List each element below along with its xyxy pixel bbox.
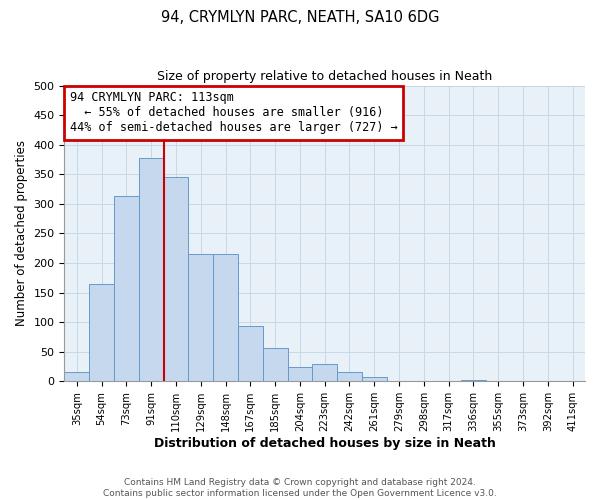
X-axis label: Distribution of detached houses by size in Neath: Distribution of detached houses by size … bbox=[154, 437, 496, 450]
Bar bbox=[89, 284, 114, 382]
Bar bbox=[362, 376, 386, 382]
Bar bbox=[114, 196, 139, 382]
Bar bbox=[263, 348, 287, 382]
Bar bbox=[213, 254, 238, 382]
Bar bbox=[461, 380, 486, 382]
Y-axis label: Number of detached properties: Number of detached properties bbox=[15, 140, 28, 326]
Bar bbox=[188, 254, 213, 382]
Title: Size of property relative to detached houses in Neath: Size of property relative to detached ho… bbox=[157, 70, 493, 83]
Text: 94 CRYMLYN PARC: 113sqm
  ← 55% of detached houses are smaller (916)
44% of semi: 94 CRYMLYN PARC: 113sqm ← 55% of detache… bbox=[70, 92, 397, 134]
Bar bbox=[287, 366, 313, 382]
Bar bbox=[64, 372, 89, 382]
Text: 94, CRYMLYN PARC, NEATH, SA10 6DG: 94, CRYMLYN PARC, NEATH, SA10 6DG bbox=[161, 10, 439, 25]
Bar bbox=[139, 158, 164, 382]
Bar bbox=[238, 326, 263, 382]
Bar bbox=[337, 372, 362, 382]
Bar bbox=[164, 176, 188, 382]
Text: Contains HM Land Registry data © Crown copyright and database right 2024.
Contai: Contains HM Land Registry data © Crown c… bbox=[103, 478, 497, 498]
Bar bbox=[313, 364, 337, 382]
